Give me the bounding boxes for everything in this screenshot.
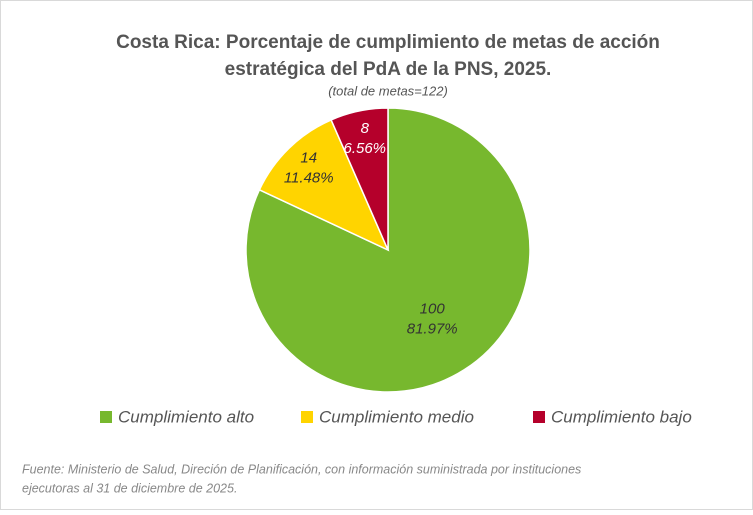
slice-value-label: 8 — [361, 120, 370, 137]
chart-subtitle: (total de metas=122) — [328, 83, 448, 98]
slice-percent-label: 81.97% — [407, 320, 458, 337]
legend-swatch — [533, 411, 545, 423]
slice-value-label: 14 — [300, 150, 317, 167]
pie-slice — [258, 118, 390, 252]
legend-swatch — [301, 411, 313, 423]
legend-label: Cumplimiento alto — [118, 407, 254, 426]
slice-percent-label: 11.48% — [284, 170, 334, 187]
slice-percent-label: 6.56% — [343, 140, 386, 157]
legend-swatch — [100, 411, 112, 423]
legend-label: Cumplimiento bajo — [551, 407, 692, 426]
pie-slice — [330, 107, 389, 251]
chart-title: Costa Rica: Porcentaje de cumplimiento d… — [116, 32, 660, 53]
source-note: ejecutoras al 31 de diciembre de 2025. — [22, 481, 237, 495]
chart-title: estratégica del PdA de la PNS, 2025. — [225, 59, 552, 80]
slice-value-label: 100 — [420, 300, 446, 317]
legend-label: Cumplimiento medio — [319, 407, 474, 426]
source-note: Fuente: Ministerio de Salud, Direción de… — [22, 462, 581, 476]
